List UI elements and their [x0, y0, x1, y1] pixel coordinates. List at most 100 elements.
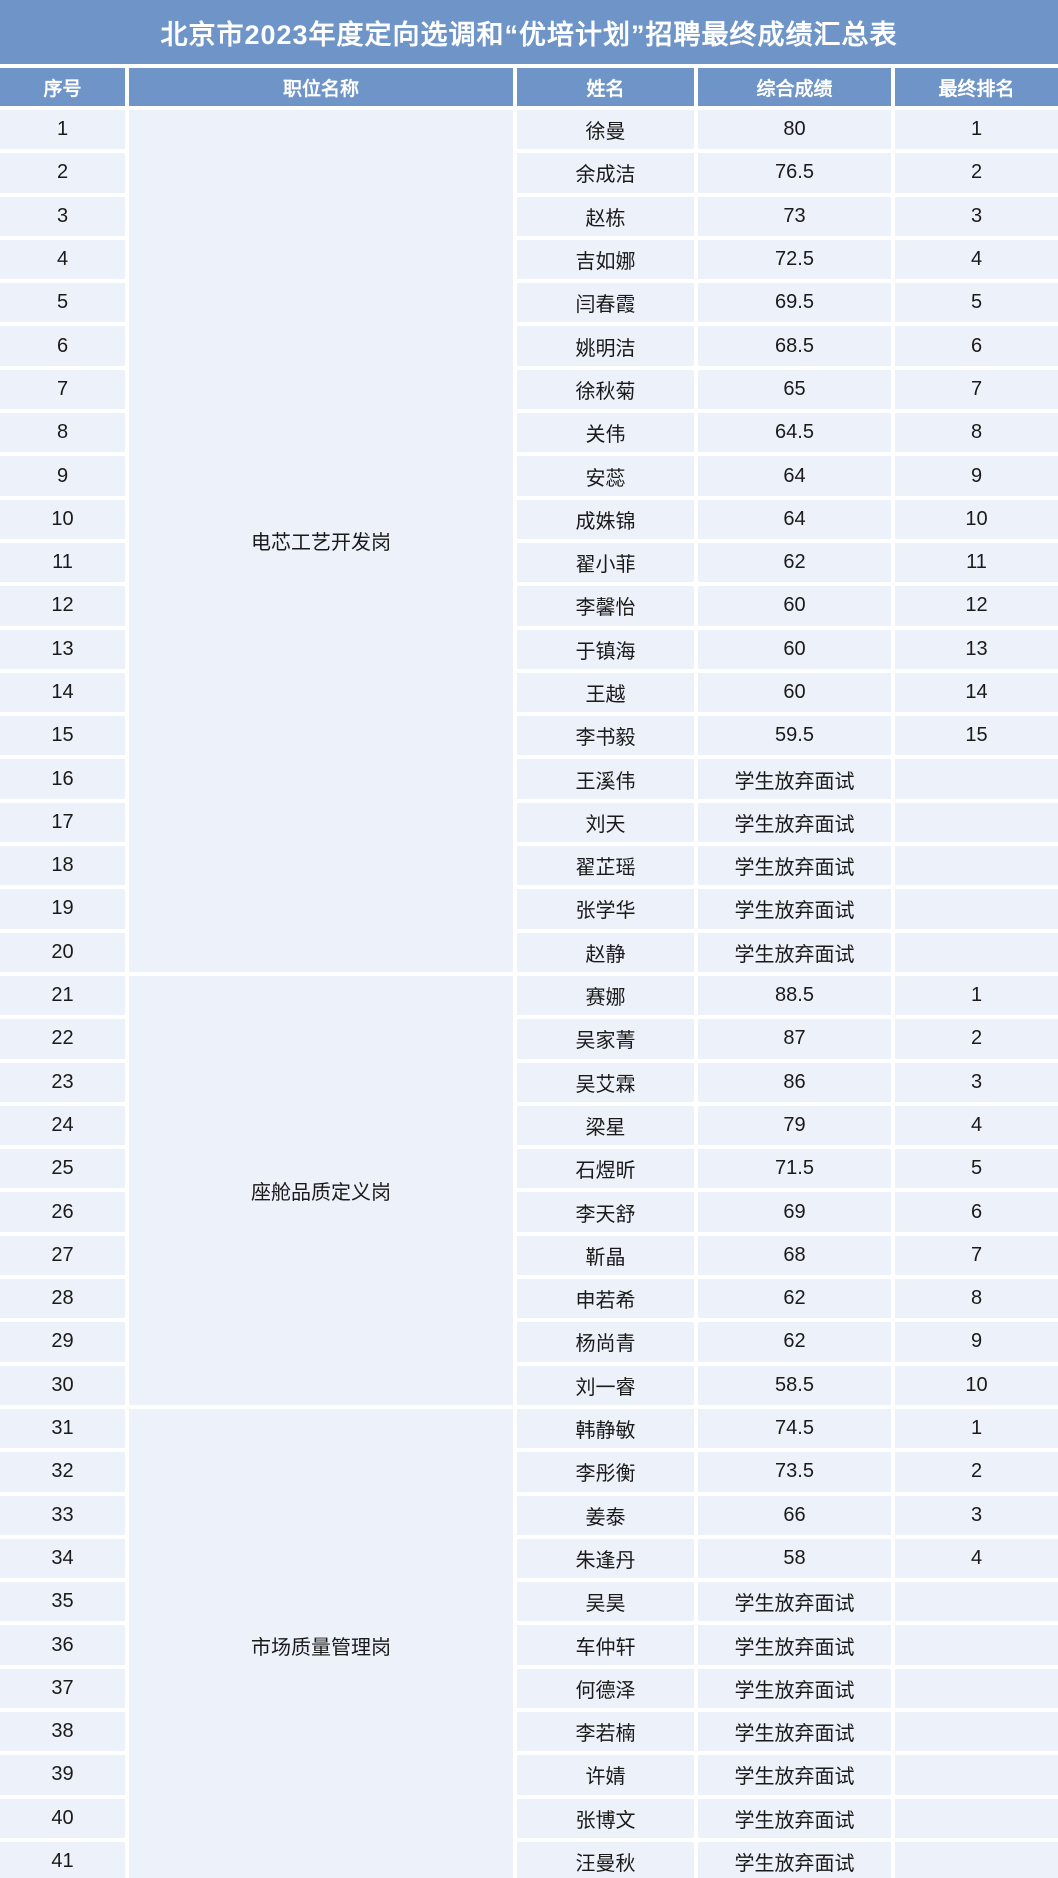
rank-cell: 4 — [895, 1538, 1058, 1579]
column-header-score: 综合成绩 — [698, 68, 891, 106]
name-cell: 杨尚青 — [517, 1322, 694, 1362]
row-index-cell: 6 — [0, 326, 125, 366]
rank-cell — [895, 802, 1058, 843]
name-cell: 李彤衡 — [517, 1452, 694, 1492]
row-index-cell: 5 — [0, 283, 125, 323]
column-header-name: 姓名 — [517, 68, 694, 106]
score-cell: 69.5 — [698, 283, 891, 323]
column-header-index: 序号 — [0, 68, 125, 106]
score-cell: 71.5 — [698, 1149, 891, 1189]
score-cell: 64 — [698, 499, 891, 539]
score-cell: 68.5 — [698, 326, 891, 366]
rank-cell — [895, 932, 1058, 972]
rank-cell: 5 — [895, 283, 1058, 323]
row-index-cell: 39 — [0, 1755, 125, 1795]
name-cell: 吴昊 — [517, 1582, 694, 1622]
row-index-cell: 32 — [0, 1452, 125, 1492]
name-cell: 何德泽 — [517, 1668, 694, 1708]
row-index-cell: 31 — [0, 1408, 125, 1449]
row-index-cell: 21 — [0, 975, 125, 1016]
rank-cell: 15 — [895, 716, 1058, 756]
rank-cell: 6 — [895, 326, 1058, 366]
rank-cell: 2 — [895, 1452, 1058, 1492]
score-cell: 60 — [698, 629, 891, 669]
rank-cell: 8 — [895, 413, 1058, 453]
rank-cell: 12 — [895, 586, 1058, 626]
score-cell: 58.5 — [698, 1365, 891, 1405]
name-cell: 梁星 — [517, 1105, 694, 1146]
row-index-cell: 33 — [0, 1495, 125, 1535]
rank-cell: 6 — [895, 1192, 1058, 1232]
score-cell: 66 — [698, 1495, 891, 1535]
position-cell: 座舱品质定义岗 — [129, 975, 513, 1405]
row-index-cell: 14 — [0, 672, 125, 713]
rank-cell — [895, 1755, 1058, 1795]
rank-cell — [895, 889, 1058, 929]
score-cell: 59.5 — [698, 716, 891, 756]
score-cell: 学生放弃面试 — [698, 932, 891, 972]
name-cell: 李书毅 — [517, 716, 694, 756]
name-cell: 吴艾霖 — [517, 1062, 694, 1102]
rank-cell: 7 — [895, 369, 1058, 410]
row-index-cell: 23 — [0, 1062, 125, 1102]
rank-cell: 10 — [895, 1365, 1058, 1405]
rank-cell: 1 — [895, 110, 1058, 150]
row-index-cell: 22 — [0, 1019, 125, 1059]
score-cell: 72.5 — [698, 239, 891, 280]
name-cell: 李若楠 — [517, 1711, 694, 1752]
column-header-rank: 最终排名 — [895, 68, 1058, 106]
score-cell: 62 — [698, 1279, 891, 1319]
row-index-cell: 29 — [0, 1322, 125, 1362]
row-index-cell: 7 — [0, 369, 125, 410]
rank-cell: 5 — [895, 1149, 1058, 1189]
rank-cell: 13 — [895, 629, 1058, 669]
rank-cell: 2 — [895, 153, 1058, 193]
score-cell: 学生放弃面试 — [698, 802, 891, 843]
name-cell: 于镇海 — [517, 629, 694, 669]
rank-cell — [895, 1668, 1058, 1708]
rank-cell — [895, 759, 1058, 799]
row-index-cell: 11 — [0, 542, 125, 583]
row-index-cell: 10 — [0, 499, 125, 539]
name-cell: 成姝锦 — [517, 499, 694, 539]
row-index-cell: 40 — [0, 1798, 125, 1838]
score-cell: 58 — [698, 1538, 891, 1579]
name-cell: 翟小菲 — [517, 542, 694, 583]
rank-cell — [895, 1582, 1058, 1622]
score-cell: 69 — [698, 1192, 891, 1232]
row-index-cell: 4 — [0, 239, 125, 280]
row-index-cell: 35 — [0, 1582, 125, 1622]
score-cell: 学生放弃面试 — [698, 846, 891, 886]
score-cell: 62 — [698, 542, 891, 583]
row-index-cell: 24 — [0, 1105, 125, 1146]
page-title: 北京市2023年度定向选调和“优培计划”招聘最终成绩汇总表 — [0, 0, 1058, 64]
score-cell: 73 — [698, 196, 891, 236]
rank-cell: 1 — [895, 1408, 1058, 1449]
rank-cell: 2 — [895, 1019, 1058, 1059]
name-cell: 刘天 — [517, 802, 694, 843]
score-cell: 学生放弃面试 — [698, 889, 891, 929]
score-cell: 80 — [698, 110, 891, 150]
name-cell: 韩静敏 — [517, 1408, 694, 1449]
rank-cell — [895, 1625, 1058, 1665]
score-cell: 学生放弃面试 — [698, 1755, 891, 1795]
row-index-cell: 27 — [0, 1235, 125, 1276]
rank-cell: 8 — [895, 1279, 1058, 1319]
name-cell: 石煜昕 — [517, 1149, 694, 1189]
position-cell: 电芯工艺开发岗 — [129, 110, 513, 972]
score-cell: 学生放弃面试 — [698, 1582, 891, 1622]
rank-cell: 10 — [895, 499, 1058, 539]
rank-cell: 9 — [895, 456, 1058, 496]
score-cell: 60 — [698, 586, 891, 626]
row-index-cell: 15 — [0, 716, 125, 756]
row-index-cell: 36 — [0, 1625, 125, 1665]
rank-cell: 7 — [895, 1235, 1058, 1276]
score-cell: 学生放弃面试 — [698, 1625, 891, 1665]
name-cell: 赵栋 — [517, 196, 694, 236]
score-cell: 学生放弃面试 — [698, 1711, 891, 1752]
row-index-cell: 1 — [0, 110, 125, 150]
score-cell: 学生放弃面试 — [698, 1798, 891, 1838]
row-index-cell: 19 — [0, 889, 125, 929]
row-index-cell: 12 — [0, 586, 125, 626]
